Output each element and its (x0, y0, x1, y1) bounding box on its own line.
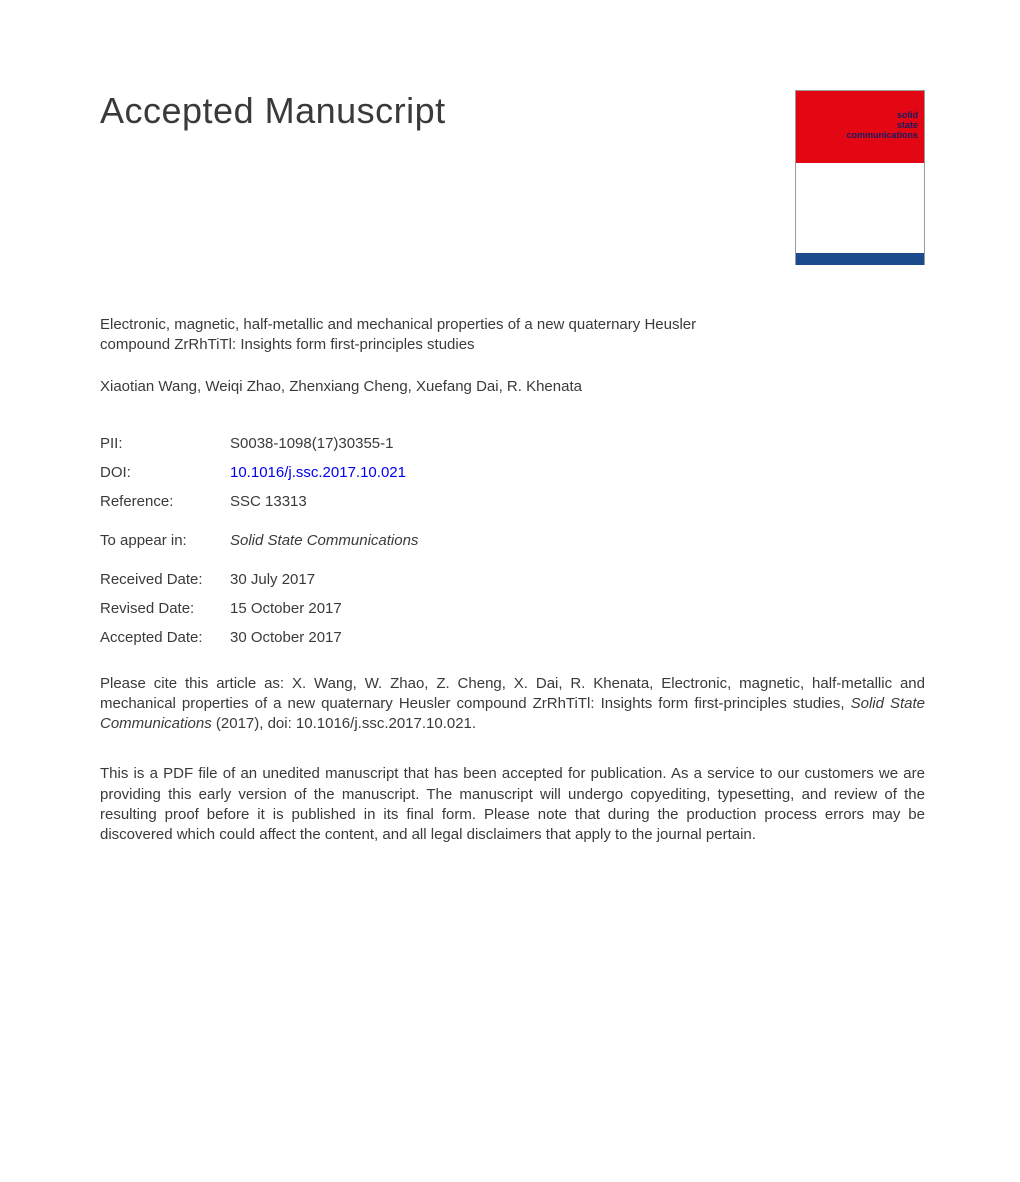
article-title: Electronic, magnetic, half-metallic and … (100, 315, 750, 356)
meta-label-accepted: Accepted Date: (100, 629, 230, 646)
meta-label-revised: Revised Date: (100, 600, 230, 617)
citation-suffix: (2017), doi: 10.1016/j.ssc.2017.10.021. (212, 715, 476, 732)
meta-label-doi: DOI: (100, 464, 230, 481)
cover-line3: communications (846, 130, 918, 140)
page-title: Accepted Manuscript (100, 90, 446, 132)
metadata-table: PII: S0038-1098(17)30355-1 DOI: 10.1016/… (100, 435, 925, 646)
meta-row-accepted: Accepted Date: 30 October 2017 (100, 629, 925, 646)
meta-label-to-appear: To appear in: (100, 532, 230, 549)
cover-top-band: solid state communications (796, 91, 924, 163)
meta-value-received: 30 July 2017 (230, 571, 315, 588)
meta-row-pii: PII: S0038-1098(17)30355-1 (100, 435, 925, 452)
meta-row-revised: Revised Date: 15 October 2017 (100, 600, 925, 617)
authors: Xiaotian Wang, Weiqi Zhao, Zhenxiang Che… (100, 378, 925, 395)
cover-line2: state (897, 120, 918, 130)
cover-journal-name: solid state communications (846, 111, 918, 141)
meta-value-revised: 15 October 2017 (230, 600, 342, 617)
meta-row-doi: DOI: 10.1016/j.ssc.2017.10.021 (100, 464, 925, 481)
cover-mid-band (796, 163, 924, 253)
meta-row-to-appear: To appear in: Solid State Communications (100, 532, 925, 549)
meta-value-reference: SSC 13313 (230, 493, 307, 510)
cover-line1: solid (897, 110, 918, 120)
meta-label-reference: Reference: (100, 493, 230, 510)
cover-bottom-band (796, 253, 924, 265)
meta-value-accepted: 30 October 2017 (230, 629, 342, 646)
header-row: Accepted Manuscript solid state communic… (100, 90, 925, 265)
meta-value-doi[interactable]: 10.1016/j.ssc.2017.10.021 (230, 464, 406, 481)
journal-cover: solid state communications (795, 90, 925, 265)
meta-row-received: Received Date: 30 July 2017 (100, 571, 925, 588)
meta-row-reference: Reference: SSC 13313 (100, 493, 925, 510)
meta-value-to-appear: Solid State Communications (230, 532, 418, 549)
meta-value-pii: S0038-1098(17)30355-1 (230, 435, 393, 452)
citation-prefix: Please cite this article as: X. Wang, W.… (100, 675, 925, 712)
meta-label-received: Received Date: (100, 571, 230, 588)
citation-text: Please cite this article as: X. Wang, W.… (100, 674, 925, 735)
meta-label-pii: PII: (100, 435, 230, 452)
disclaimer-text: This is a PDF file of an unedited manusc… (100, 764, 925, 845)
